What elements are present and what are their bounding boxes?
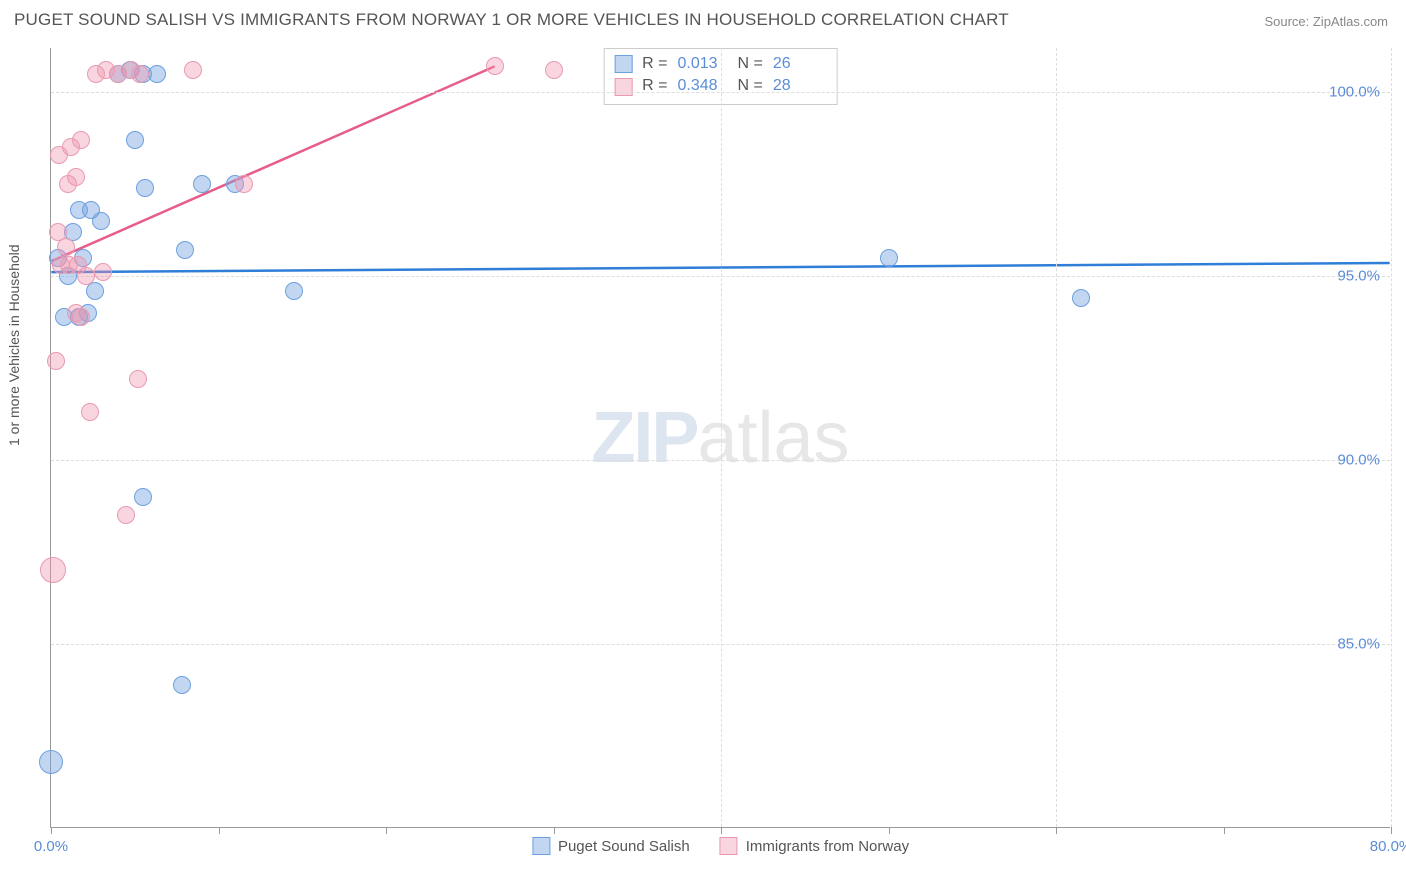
- legend-label-2: Immigrants from Norway: [746, 838, 909, 855]
- r-value-2: 0.348: [678, 75, 728, 97]
- x-tick: [554, 827, 555, 834]
- y-tick-label: 90.0%: [1337, 452, 1380, 469]
- scatter-point: [40, 557, 66, 583]
- scatter-point: [49, 223, 67, 241]
- source-attribution: Source: ZipAtlas.com: [1264, 14, 1388, 29]
- x-tick: [1224, 827, 1225, 834]
- scatter-point: [1072, 289, 1090, 307]
- chart-title: PUGET SOUND SALISH VS IMMIGRANTS FROM NO…: [14, 10, 1009, 30]
- gridline-v: [1391, 48, 1392, 827]
- scatter-point: [47, 352, 65, 370]
- scatter-point: [117, 506, 135, 524]
- scatter-point: [82, 201, 100, 219]
- stats-row-2: R = 0.348 N = 28: [614, 75, 823, 97]
- x-tick: [889, 827, 890, 834]
- scatter-point: [486, 57, 504, 75]
- scatter-point: [545, 61, 563, 79]
- n-label-2: N =: [738, 75, 763, 97]
- gridline-v: [721, 48, 722, 827]
- x-tick: [51, 827, 52, 834]
- scatter-point: [184, 61, 202, 79]
- scatter-point: [173, 676, 191, 694]
- gridline-v: [1056, 48, 1057, 827]
- scatter-point: [72, 131, 90, 149]
- legend-bottom: Puget Sound Salish Immigrants from Norwa…: [532, 837, 909, 855]
- n-value-2: 28: [773, 75, 823, 97]
- legend-item-1: Puget Sound Salish: [532, 837, 690, 855]
- x-tick: [219, 827, 220, 834]
- scatter-point: [69, 256, 87, 274]
- x-tick: [721, 827, 722, 834]
- stats-row-1: R = 0.013 N = 26: [614, 53, 823, 75]
- scatter-point: [67, 168, 85, 186]
- scatter-point: [131, 65, 149, 83]
- scatter-point: [39, 750, 63, 774]
- scatter-point: [176, 241, 194, 259]
- legend-item-2: Immigrants from Norway: [720, 837, 909, 855]
- scatter-point: [134, 488, 152, 506]
- scatter-point: [285, 282, 303, 300]
- legend-swatch-2: [720, 837, 738, 855]
- watermark-zip: ZIP: [591, 398, 697, 478]
- scatter-point: [81, 403, 99, 421]
- x-tick-label: 80.0%: [1370, 838, 1406, 855]
- scatter-point: [880, 249, 898, 267]
- scatter-point: [94, 263, 112, 281]
- legend-label-1: Puget Sound Salish: [558, 838, 690, 855]
- y-tick-label: 95.0%: [1337, 268, 1380, 285]
- y-tick-label: 85.0%: [1337, 636, 1380, 653]
- scatter-point: [148, 65, 166, 83]
- r-label-1: R =: [642, 53, 667, 75]
- r-value-1: 0.013: [678, 53, 728, 75]
- legend-swatch-1: [532, 837, 550, 855]
- scatter-point: [67, 304, 85, 322]
- x-tick-label: 0.0%: [34, 838, 68, 855]
- x-tick: [386, 827, 387, 834]
- scatter-point: [193, 175, 211, 193]
- n-label-1: N =: [738, 53, 763, 75]
- scatter-point: [129, 370, 147, 388]
- trend-line: [51, 66, 494, 261]
- swatch-series-1: [614, 55, 632, 73]
- n-value-1: 26: [773, 53, 823, 75]
- scatter-point: [126, 131, 144, 149]
- y-tick-label: 100.0%: [1329, 84, 1380, 101]
- r-label-2: R =: [642, 75, 667, 97]
- scatter-point: [235, 175, 253, 193]
- y-axis-title: 1 or more Vehicles in Household: [6, 244, 22, 446]
- x-tick: [1056, 827, 1057, 834]
- scatter-point: [136, 179, 154, 197]
- x-tick: [1391, 827, 1392, 834]
- plot-area: ZIPatlas R = 0.013 N = 26 R = 0.348 N = …: [50, 48, 1390, 828]
